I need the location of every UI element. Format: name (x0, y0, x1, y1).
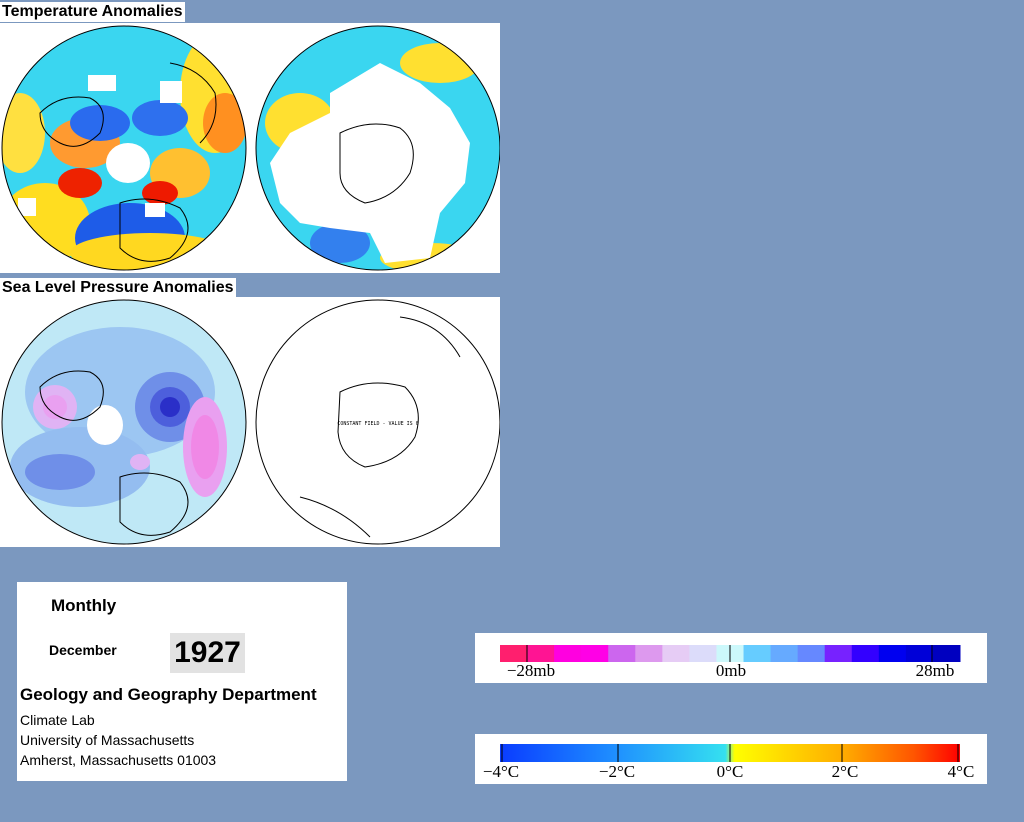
university-line: University of Massachusetts (20, 732, 195, 748)
pressure-colorbar-cell (851, 645, 880, 662)
pressure-colorbar-cell (581, 645, 609, 662)
temperature-legend-zero: 0°C (716, 762, 744, 781)
pressure-legend-min: −28mb (506, 661, 556, 680)
temperature-north-map (2, 26, 246, 270)
pressure-legend: −28mb 0mb 28mb (475, 633, 987, 683)
pressure-colorbar-cell (878, 645, 907, 662)
period-label: Monthly (51, 596, 117, 615)
pressure-colorbar-cell (932, 645, 961, 662)
pressure-colorbar-cell (905, 645, 934, 662)
pressure-north-map (2, 300, 246, 544)
department-label: Geology and Geography Department (20, 685, 317, 704)
temperature-legend-neg2: −2°C (598, 762, 636, 781)
pressure-south-map: CONSTANT FIELD - VALUE IS 0 (255, 299, 500, 545)
temperature-map-panel (0, 23, 500, 273)
temperature-title: Temperature Anomalies (0, 2, 185, 22)
temperature-legend-pos2: 2°C (831, 762, 859, 781)
temperature-maps (1, 25, 500, 271)
pressure-colorbar-cell (662, 645, 690, 662)
pressure-south-note: CONSTANT FIELD - VALUE IS 0 (337, 421, 418, 427)
pressure-maps: CONSTANT FIELD - VALUE IS 0 (1, 299, 500, 545)
pressure-colorbar-cell (689, 645, 717, 662)
address-line: Amherst, Massachusetts 01003 (20, 752, 217, 768)
pressure-colorbar-cell (527, 645, 555, 662)
pressure-colorbar-cell (770, 645, 799, 662)
pressure-colorbar-cell (797, 645, 826, 662)
pressure-colorbar-cell (554, 645, 582, 662)
lab-line: Climate Lab (20, 712, 95, 728)
year-label: 1927 (170, 633, 245, 673)
temperature-south-map (256, 26, 500, 270)
pressure-map-panel: CONSTANT FIELD - VALUE IS 0 (0, 297, 500, 547)
pressure-colorbar-cell (824, 645, 853, 662)
temperature-legend-neg4: −4°C (482, 762, 520, 781)
pressure-legend-max: 28mb (915, 661, 955, 680)
pressure-colorbar-cell (743, 645, 772, 662)
pressure-colorbar-cell (635, 645, 663, 662)
temperature-legend-pos4: 4°C (947, 762, 975, 781)
month-label: December (49, 642, 117, 658)
pressure-legend-zero: 0mb (715, 661, 747, 680)
temperature-legend: −4°C −2°C 0°C 2°C 4°C (475, 734, 987, 784)
temperature-colorbar (500, 744, 960, 762)
pressure-colorbar-cell (608, 645, 636, 662)
pressure-colorbar-cell (500, 645, 528, 662)
pressure-title: Sea Level Pressure Anomalies (0, 278, 236, 298)
info-box: Monthly December 1927 Geology and Geogra… (17, 582, 347, 781)
pressure-colorbar (500, 645, 961, 662)
